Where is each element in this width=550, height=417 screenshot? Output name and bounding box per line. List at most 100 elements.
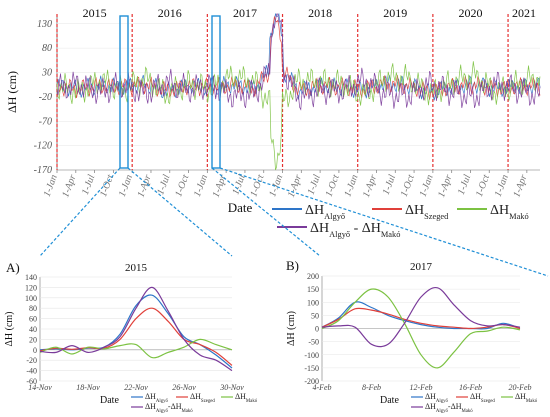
main-xtick-label: 1-Apr: [135, 173, 153, 199]
panel-ytick-label: 50: [311, 311, 319, 320]
main-series-line: [56, 13, 541, 111]
panel-ylabel: ΔH (cm): [4, 311, 15, 346]
panel-ytick-label: -200: [304, 377, 319, 386]
zoom-connector: [211, 167, 321, 257]
panel-ytick-label: -60: [26, 377, 37, 386]
panel-legend-label: ΔHAlgyő: [145, 392, 169, 404]
zoom-connector: [127, 167, 233, 257]
panel-ytick-label: -150: [304, 364, 319, 373]
main-xtick-label: 1-Apr: [211, 173, 229, 199]
panel-ytick-label: 0: [315, 325, 319, 334]
panel-xtick-label: 18-Nov: [76, 383, 100, 392]
year-label: 2019: [383, 6, 407, 20]
year-label: 2020: [458, 6, 482, 20]
panel-ytick-label: 200: [307, 272, 319, 281]
main-xtick-label: 1-Jul: [381, 173, 398, 196]
year-label: 2021: [512, 6, 536, 20]
main-ytick-label: 130: [37, 19, 52, 30]
highlight-box: [211, 15, 221, 169]
panel-series-line: [321, 288, 521, 369]
legend-label: ΔHAlgyő: [305, 203, 345, 221]
panel-legend-label: ΔHAlgyő: [425, 392, 449, 404]
panel-label: B): [286, 258, 299, 273]
panel-ytick-label: 100: [307, 298, 319, 307]
main-xtick-label: 1-Oct: [474, 173, 492, 198]
main-ytick-label: -20: [39, 92, 52, 103]
panel-xtick-label: 8-Feb: [362, 383, 381, 392]
main-xtick-label: 1-Oct: [399, 173, 417, 198]
zoom-connectors: [39, 167, 549, 277]
main-ylabel: ΔH (cm): [5, 71, 19, 113]
main-xtick-label: 1-Jan: [192, 173, 210, 198]
main-xtick-label: 1-Jul: [155, 173, 172, 196]
panel-xtick-label: 16-Feb: [459, 383, 482, 392]
panel-legend-label: ΔHSzeged: [190, 392, 215, 404]
main-xtick-label: 1-Apr: [436, 173, 454, 199]
panel-xlabel: Date: [100, 395, 119, 406]
panel-xtick-label: 4-Feb: [312, 383, 331, 392]
panel-ylabel: ΔH (cm): [286, 311, 297, 346]
panel-legend-label: ΔHMakó: [515, 392, 538, 404]
panel-title: 2015: [125, 262, 148, 274]
panel-ytick-label: 150: [307, 285, 319, 294]
main-xtick-label: 1-Jan: [418, 173, 436, 198]
legend-label: ΔHSzeged: [405, 203, 449, 221]
panel-ytick-label: 60: [29, 315, 37, 324]
panel-xtick-label: 22-Nov: [124, 383, 148, 392]
panel-ytick-label: 20: [29, 335, 37, 344]
panel-ytick-label: 0: [33, 346, 37, 355]
panel-xtick-label: 12-Feb: [409, 383, 432, 392]
main-xtick-label: 1-Apr: [361, 173, 379, 199]
main-xtick-label: 1-Jul: [306, 173, 323, 196]
main-xtick-label: 1-Jan: [493, 173, 511, 198]
panel-ytick-label: 140: [25, 273, 37, 282]
panel-ytick-label: 120: [25, 283, 37, 292]
panel-series-line: [39, 338, 233, 359]
panel-ytick-label: -20: [26, 356, 37, 365]
main-xtick-label: 1-Jul: [456, 173, 473, 196]
main-xtick-label: 1-Apr: [60, 173, 78, 199]
panel-ytick-label: 80: [29, 304, 37, 313]
panel-xlabel: Date: [380, 395, 399, 406]
zoom-connector: [219, 167, 549, 277]
panel-xtick-label: 26-Nov: [172, 383, 196, 392]
main-ytick-label: -70: [39, 116, 52, 127]
main-xtick-label: 1-Oct: [324, 173, 342, 198]
panel-xtick-label: 14-Nov: [28, 383, 52, 392]
panel-series-line: [321, 307, 521, 330]
year-label: 2016: [158, 6, 182, 20]
main-xlabel: Date: [228, 200, 253, 215]
main-xtick-label: 1-Oct: [248, 173, 266, 198]
panel-label: A): [6, 260, 20, 275]
panel-series-line: [39, 307, 233, 366]
panel-legend-label: ΔHAlgyő-ΔHMakó: [145, 402, 193, 414]
main-xtick-label: 1-Oct: [173, 173, 191, 198]
panel-ytick-label: -50: [308, 338, 319, 347]
main-series-line: [56, 61, 541, 171]
main-xtick-label: 1-Jan: [267, 173, 285, 198]
panel-legend-label: ΔHMakó: [235, 392, 258, 404]
panel-series-line: [39, 286, 233, 372]
panel-ytick-label: -40: [26, 367, 37, 376]
main-xtick-label: 1-Oct: [98, 173, 116, 198]
highlight-box: [119, 15, 129, 169]
year-label: 2015: [83, 6, 107, 20]
main-ytick-label: -120: [34, 141, 52, 152]
year-label: 2017: [233, 6, 257, 20]
main-ytick-label: 30: [41, 68, 52, 79]
legend-label: ΔHAlgyő - ΔHMakó: [310, 221, 400, 239]
panel-ytick-label: -100: [304, 351, 319, 360]
panel-legend-label: ΔHAlgyő-ΔHMakó: [425, 402, 473, 414]
main-xtick-label: 1-Jan: [117, 173, 135, 198]
legend-label: ΔHMakó: [490, 203, 529, 221]
main-ytick-label: -170: [34, 165, 52, 176]
panel-ytick-label: 100: [25, 294, 37, 303]
year-label: 2018: [308, 6, 332, 20]
panel-ytick-label: 40: [29, 325, 37, 334]
panel-xtick-label: 20-Feb: [508, 383, 531, 392]
main-xtick-label: 1-Jan: [42, 173, 60, 198]
main-xtick-label: 1-Jan: [342, 173, 360, 198]
